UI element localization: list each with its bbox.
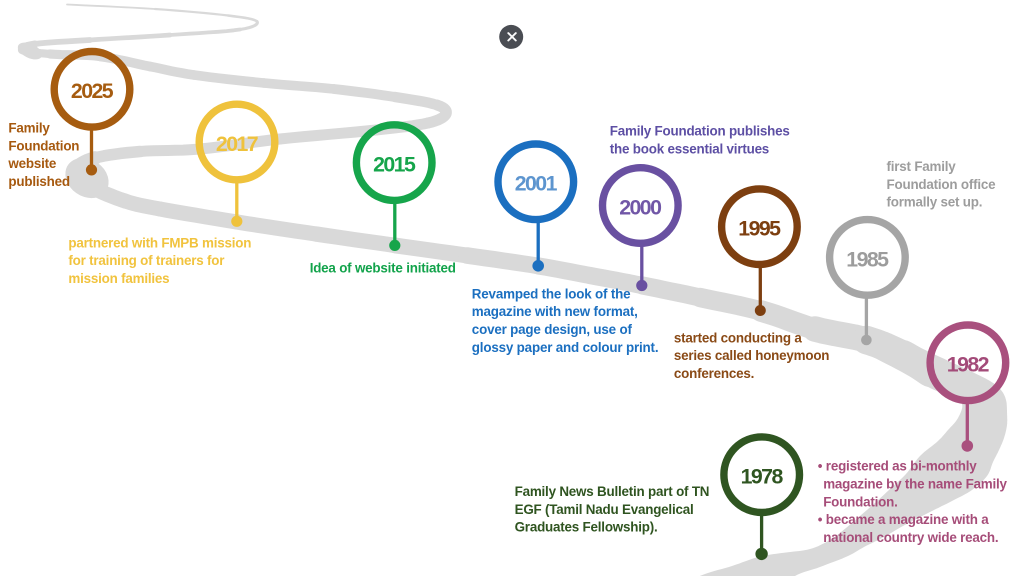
svg-text:Foundation: Foundation <box>8 138 79 153</box>
svg-text:the book essential virtues: the book essential virtues <box>610 141 769 156</box>
svg-text:Foundation office: Foundation office <box>887 177 996 192</box>
svg-text:series called honeymoon: series called honeymoon <box>674 348 829 363</box>
svg-text:Revamped the look of the: Revamped the look of the <box>472 286 631 301</box>
svg-text:• registered as bi-monthly: • registered as bi-monthly <box>818 459 977 474</box>
svg-text:2017: 2017 <box>216 132 258 156</box>
svg-text:cover page design, use of: cover page design, use of <box>472 322 633 337</box>
svg-text:website: website <box>7 156 56 171</box>
svg-text:2015: 2015 <box>373 153 416 177</box>
svg-text:started conducting a: started conducting a <box>674 330 802 345</box>
svg-text:conferences.: conferences. <box>674 366 754 381</box>
svg-text:formally set up.: formally set up. <box>887 195 983 210</box>
svg-text:mission families: mission families <box>68 271 169 286</box>
svg-text:for training of trainers for: for training of trainers for <box>68 253 225 268</box>
svg-text:published: published <box>8 174 69 189</box>
svg-text:first Family: first Family <box>887 159 957 174</box>
svg-text:national country wide reach.: national country wide reach. <box>823 530 998 545</box>
svg-text:Graduates Fellowship).: Graduates Fellowship). <box>515 520 658 535</box>
svg-text:1978: 1978 <box>741 465 784 489</box>
svg-text:1982: 1982 <box>947 353 989 377</box>
svg-text:2001: 2001 <box>515 172 558 196</box>
svg-text:EGF (Tamil Nadu Evangelical: EGF (Tamil Nadu Evangelical <box>515 502 694 517</box>
svg-text:1985: 1985 <box>846 247 889 271</box>
svg-text:glossy paper and colour print.: glossy paper and colour print. <box>472 340 659 355</box>
svg-text:Family News Bulletin part of T: Family News Bulletin part of TN <box>515 484 710 499</box>
svg-text:1995: 1995 <box>738 217 781 241</box>
svg-text:• became a magazine with a: • became a magazine with a <box>818 512 989 527</box>
svg-text:2000: 2000 <box>619 195 661 219</box>
svg-text:2025: 2025 <box>71 79 114 103</box>
svg-text:Family Foundation publishes: Family Foundation publishes <box>610 124 790 139</box>
svg-text:Idea of website initiated: Idea of website initiated <box>310 261 456 276</box>
svg-text:magazine with new format,: magazine with new format, <box>472 304 638 319</box>
svg-text:partnered with FMPB mission: partnered with FMPB mission <box>68 235 251 250</box>
svg-text:magazine by the name Family: magazine by the name Family <box>823 477 1007 492</box>
svg-text:Family: Family <box>8 121 50 136</box>
svg-text:Foundation.: Foundation. <box>823 494 897 509</box>
